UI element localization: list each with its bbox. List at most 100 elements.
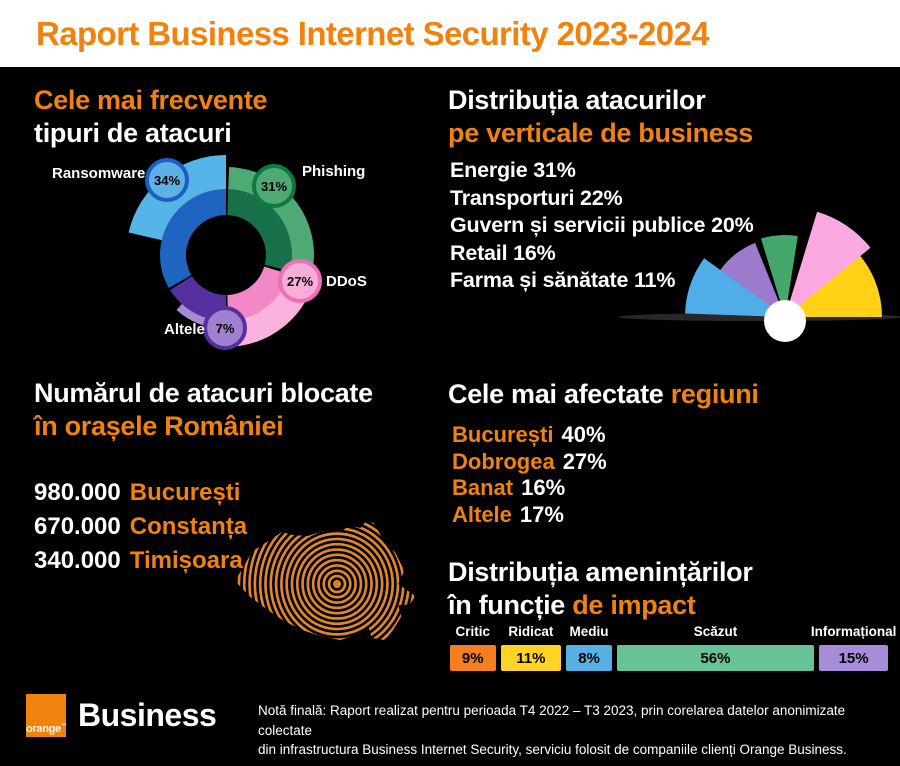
map-ring	[317, 564, 357, 604]
map-ring	[301, 548, 373, 620]
verticals-list-item: Transporturi 22%	[450, 185, 623, 210]
impact-title: Distribuția amenințărilor în funcție de …	[448, 556, 753, 622]
map-ring	[311, 558, 363, 610]
city-value: 980.000	[34, 479, 121, 506]
page-title: Raport Business Internet Security 2023-2…	[36, 15, 710, 52]
attack-types-title-rest: tipuri de atacuri	[34, 118, 232, 148]
city-line: 340.000 Timișoara	[34, 544, 247, 578]
brand-business: Business	[78, 697, 217, 733]
map-ring	[242, 521, 416, 641]
region-name: Dobrogea	[452, 448, 555, 474]
map-ring	[285, 532, 389, 636]
fan-wedge-4	[785, 211, 871, 317]
rose-label-ddos: DDoS	[326, 273, 367, 290]
orange-logo: orange™	[26, 694, 67, 737]
regions-list: București 40% Dobrogea 27% Banat 16% Altele…	[452, 422, 607, 528]
impact-segment-label: Ridicat	[508, 624, 554, 639]
impact-segment-label: Scăzut	[693, 624, 738, 639]
rose-value-badge-phishing: 31%	[252, 164, 296, 208]
rose-hole	[186, 215, 266, 295]
map-ring	[306, 553, 368, 615]
blocked-attacks-title-main: Numărul de atacuri blocate	[34, 378, 373, 408]
blocked-cities-list: 980.000 București 670.000 Constanța 340.00…	[34, 476, 247, 578]
rose-value-badge-ddos: 27%	[278, 259, 322, 303]
attack-types-title-accent: Cele mai frecvente	[34, 85, 268, 115]
rose-label-altele: Altele	[164, 321, 205, 338]
impact-title-sub: în funcție de impact	[448, 589, 753, 622]
final-note-line2: din infrastructura Business Internet Sec…	[258, 742, 847, 757]
map-ring	[253, 521, 416, 641]
rose-label-phishing: Phishing	[302, 163, 366, 180]
impact-title-accent: de impact	[572, 590, 696, 620]
city-line: 980.000 București	[34, 476, 247, 510]
impact-title-prefix: în funcție	[448, 590, 565, 620]
verticals-title-accent: pe verticale de business	[448, 118, 753, 148]
blocked-attacks-title: Numărul de atacuri blocate în orașele Ro…	[34, 377, 373, 443]
region-line: Dobrogea 27%	[452, 449, 607, 476]
fan-wedge-0	[718, 242, 785, 317]
impact-segment-mediu: Mediu 8%	[566, 624, 612, 671]
verticals-list-item: Energie 31%	[450, 158, 576, 182]
map-ring	[327, 574, 347, 594]
region-value: 17%	[519, 501, 564, 527]
map-ring-center-dot	[335, 582, 339, 586]
impact-segment-informațional: Informațional 15%	[811, 624, 896, 671]
region-name: București	[452, 422, 554, 447]
impact-segment-value: 11%	[500, 645, 562, 671]
trademark-mark: ™	[60, 723, 67, 730]
city-name: București	[129, 479, 241, 506]
final-note-line1: Notă finală: Raport realizat pentru peri…	[258, 703, 846, 738]
regions-title-accent: regiuni	[670, 379, 759, 409]
region-value: 16%	[521, 475, 566, 500]
impact-segment-ridicat: Ridicat 11%	[500, 624, 562, 671]
attack-types-title: Cele mai frecvente tipuri de atacuri	[34, 84, 268, 150]
rose-inner-ring-ransomware	[160, 189, 226, 288]
map-ring	[248, 521, 416, 641]
city-value: 670.000	[34, 513, 121, 540]
rose-label-ransomware: Ransomware	[52, 165, 146, 182]
region-line: Altele 17%	[452, 502, 607, 529]
map-ring	[237, 521, 416, 641]
regions-title: Cele mai afectate regiuni	[448, 378, 759, 411]
verticals-title: Distribuția atacurilor pe verticale de b…	[448, 84, 753, 150]
fan-chart-svg	[618, 211, 900, 342]
verticals-list-item: Retail 16%	[450, 240, 556, 265]
rose-value-badge-ransomware: 34%	[145, 158, 189, 202]
impact-title-main: Distribuția amenințărilor	[448, 557, 753, 587]
map-ring	[333, 580, 342, 588]
impact-segment-label: Informațional	[810, 624, 897, 639]
verticals-fan-chart	[600, 195, 900, 345]
rose-inner-ring-phishing	[227, 189, 292, 271]
map-ring	[322, 569, 352, 599]
final-note: Notă finală: Raport realizat pentru peri…	[258, 701, 883, 760]
region-line: Banat 16%	[452, 475, 607, 502]
city-line: 670.000 Constanța	[34, 510, 247, 544]
header-bar: Raport Business Internet Security 2023-2…	[0, 0, 900, 67]
region-value: 40%	[561, 422, 606, 447]
impact-stacked-bar: Critic 9% Ridicat 11% Mediu 8% Scăzut 56% Inform…	[450, 624, 896, 671]
impact-segment-label: Mediu	[569, 624, 609, 639]
regions-title-main: Cele mai afectate	[448, 379, 664, 409]
impact-segment-value: 8%	[566, 645, 612, 671]
fan-wedge-2	[761, 235, 798, 317]
verticals-list: Energie 31% Transporturi 22% Guvern și s…	[450, 157, 754, 295]
impact-segment-label: Critic	[455, 624, 491, 639]
impact-segment-value: 56%	[616, 645, 815, 671]
city-name: Timișoara	[129, 547, 243, 574]
verticals-title-main: Distribuția atacurilor	[448, 85, 706, 115]
impact-segment-value: 9%	[450, 645, 496, 671]
city-value: 340.000	[34, 547, 121, 574]
orange-logo-wordmark: orange™	[26, 723, 67, 735]
blocked-attacks-title-accent: în orașele României	[34, 411, 284, 441]
rose-value-badge-altele: 7%	[203, 306, 247, 350]
romania-map-svg	[235, 521, 416, 641]
verticals-list-item: Guvern și servicii publice 20%	[450, 213, 754, 237]
orange-logo-text: orange	[26, 723, 61, 735]
impact-segment-critic: Critic 9%	[450, 624, 496, 671]
verticals-list-item: Farma și sănătate 11%	[450, 268, 676, 292]
region-name: Altele	[452, 501, 512, 527]
region-value: 27%	[562, 448, 607, 474]
rose-inner-ring-ddos	[227, 266, 290, 321]
city-name: Constanța	[129, 513, 248, 540]
